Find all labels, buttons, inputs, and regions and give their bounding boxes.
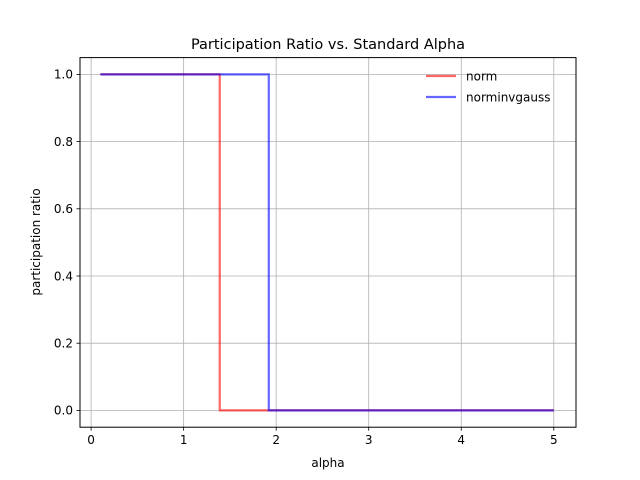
- x-axis-label: alpha: [311, 456, 344, 470]
- y-tick-label: 0.2: [54, 337, 73, 351]
- legend: norm norminvgauss: [426, 70, 550, 105]
- y-tick-label: 0.0: [54, 404, 73, 418]
- y-tick-label: 0.6: [54, 202, 73, 216]
- x-tick-label: 1: [180, 433, 188, 447]
- series-line-norm: [100, 73, 554, 412]
- series-line-norminvgauss: [100, 73, 554, 412]
- x-tick-label: 4: [457, 433, 465, 447]
- y-tick-label: 0.8: [54, 135, 73, 149]
- y-axis-label: participation ratio: [29, 188, 43, 295]
- grid: [80, 57, 576, 428]
- plot-frame: [79, 57, 577, 428]
- series-layer: [100, 73, 554, 412]
- x-tick-label: 5: [550, 433, 558, 447]
- legend-label-norm: norm: [466, 70, 497, 84]
- x-tick-label: 0: [87, 433, 95, 447]
- legend-label-norminvgauss: norminvgauss: [466, 91, 550, 105]
- y-tick-label: 1.0: [54, 68, 73, 82]
- y-tick-label: 0.4: [54, 269, 73, 283]
- x-tick-label: 2: [272, 433, 280, 447]
- ticks: 0 1 2 3 4 5 0.0 0.2 0.4 0.6 0.8 1.0: [54, 68, 558, 448]
- chart-title: Participation Ratio vs. Standard Alpha: [191, 37, 465, 53]
- x-tick-label: 3: [365, 433, 373, 447]
